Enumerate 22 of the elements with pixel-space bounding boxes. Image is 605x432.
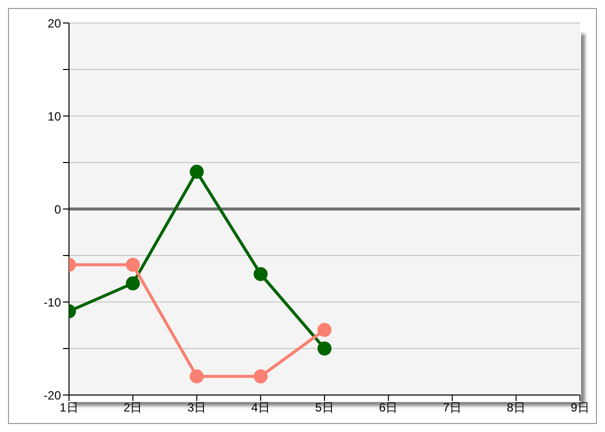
x-tick-label: 9日 — [570, 400, 590, 415]
y-tick-label: -10 — [44, 295, 62, 310]
y-tick-label: 10 — [48, 109, 62, 124]
point — [318, 322, 332, 337]
point — [254, 369, 268, 384]
point — [318, 342, 332, 356]
x-tick-label: 4日 — [251, 400, 270, 415]
y-tick-label: 0 — [54, 202, 62, 216]
y-tick-label: 20 — [48, 16, 62, 30]
point — [254, 267, 268, 282]
x-tick-label: 7日 — [442, 400, 462, 415]
x-tick-label: 6日 — [379, 400, 398, 415]
x-tick-label: 2日 — [124, 400, 142, 415]
x-tick-label: 1日 — [60, 400, 78, 415]
point — [190, 369, 204, 384]
x-tick-label: 5日 — [315, 400, 334, 415]
x-tick-label: 3日 — [187, 400, 206, 415]
y-tick-label: -20 — [44, 388, 62, 402]
point — [126, 276, 140, 290]
x-tick-label: 8日 — [506, 400, 526, 415]
point — [126, 258, 140, 272]
point — [190, 164, 204, 179]
